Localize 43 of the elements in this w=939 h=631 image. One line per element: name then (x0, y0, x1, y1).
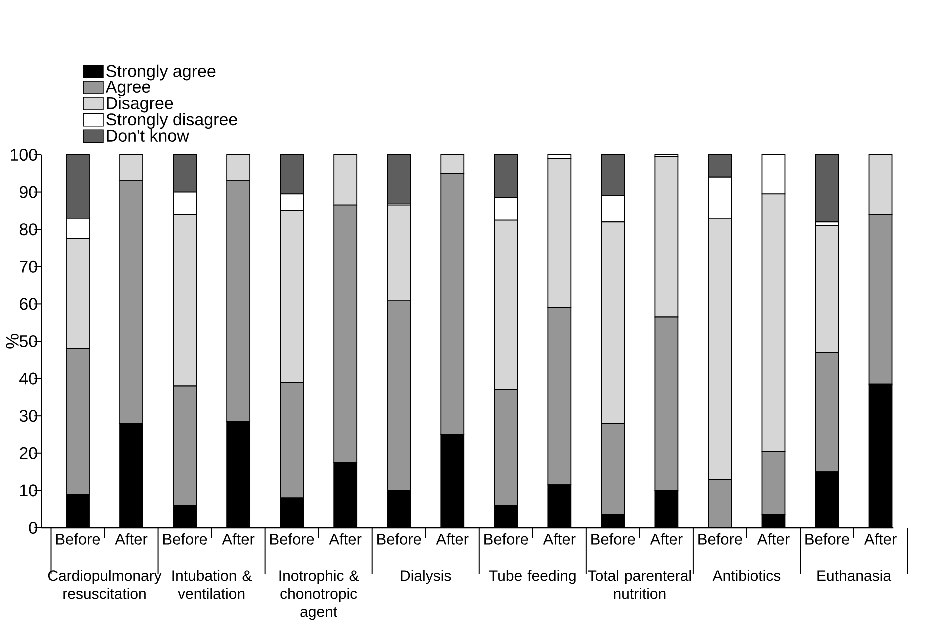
bar (815, 154, 840, 223)
x-tick-label: After (115, 534, 148, 545)
legend-label: Don't know (107, 130, 190, 142)
text: Inotrophic & chonotropic agent (280, 570, 360, 620)
y-tick-label: 80 (20, 224, 38, 236)
legend-label: Strongly agree (106, 64, 216, 81)
x-tick-label: Before (484, 534, 528, 545)
legend-label: Disagree (107, 96, 174, 113)
y-tick-label: 100 (11, 148, 38, 162)
x-tick-label: After (436, 534, 469, 545)
y-tick-label: 50 (20, 335, 38, 348)
text: Antibiotics (712, 570, 781, 582)
x-tick-label: Before (698, 534, 742, 545)
x-tick-label: After (543, 534, 576, 545)
text: Intubation & ventilation (172, 570, 252, 600)
text: Dialysis (401, 570, 452, 584)
x-tick-label: After (329, 534, 362, 545)
x-tick-label: After (222, 534, 255, 545)
x-tick-label: Before (592, 534, 636, 545)
text: Tube feeding (489, 570, 576, 584)
text: Total parenteral nutrition (588, 570, 692, 600)
y-tick-label: 30 (20, 410, 38, 422)
y-tick-label: 0 (29, 522, 38, 534)
x-tick-label: Before (56, 534, 100, 545)
y-tick-label: 10 (20, 484, 38, 497)
legend-label: Agree (106, 81, 150, 96)
legend-label: Strongly disagree (106, 113, 238, 130)
x-tick-label: Before (806, 534, 850, 545)
y-tick-label: 60 (20, 298, 38, 310)
x-tick-label: Before (163, 534, 208, 545)
x-tick-label: Before (270, 534, 314, 545)
x-tick-label: After (864, 534, 897, 545)
y-tick-label: 90 (20, 186, 38, 198)
y-axis-title: % (6, 334, 19, 349)
y-tick-label: 20 (20, 447, 38, 460)
x-tick-label: Before (378, 534, 422, 545)
text: Euthanasia (818, 570, 892, 582)
bar (387, 154, 412, 204)
y-tick-label: 70 (20, 260, 38, 273)
x-tick-label: After (650, 534, 683, 545)
y-tick-label: 40 (20, 372, 38, 385)
text: Cardiopulmonary resuscitation (48, 570, 162, 600)
x-tick-label: After (757, 534, 790, 545)
